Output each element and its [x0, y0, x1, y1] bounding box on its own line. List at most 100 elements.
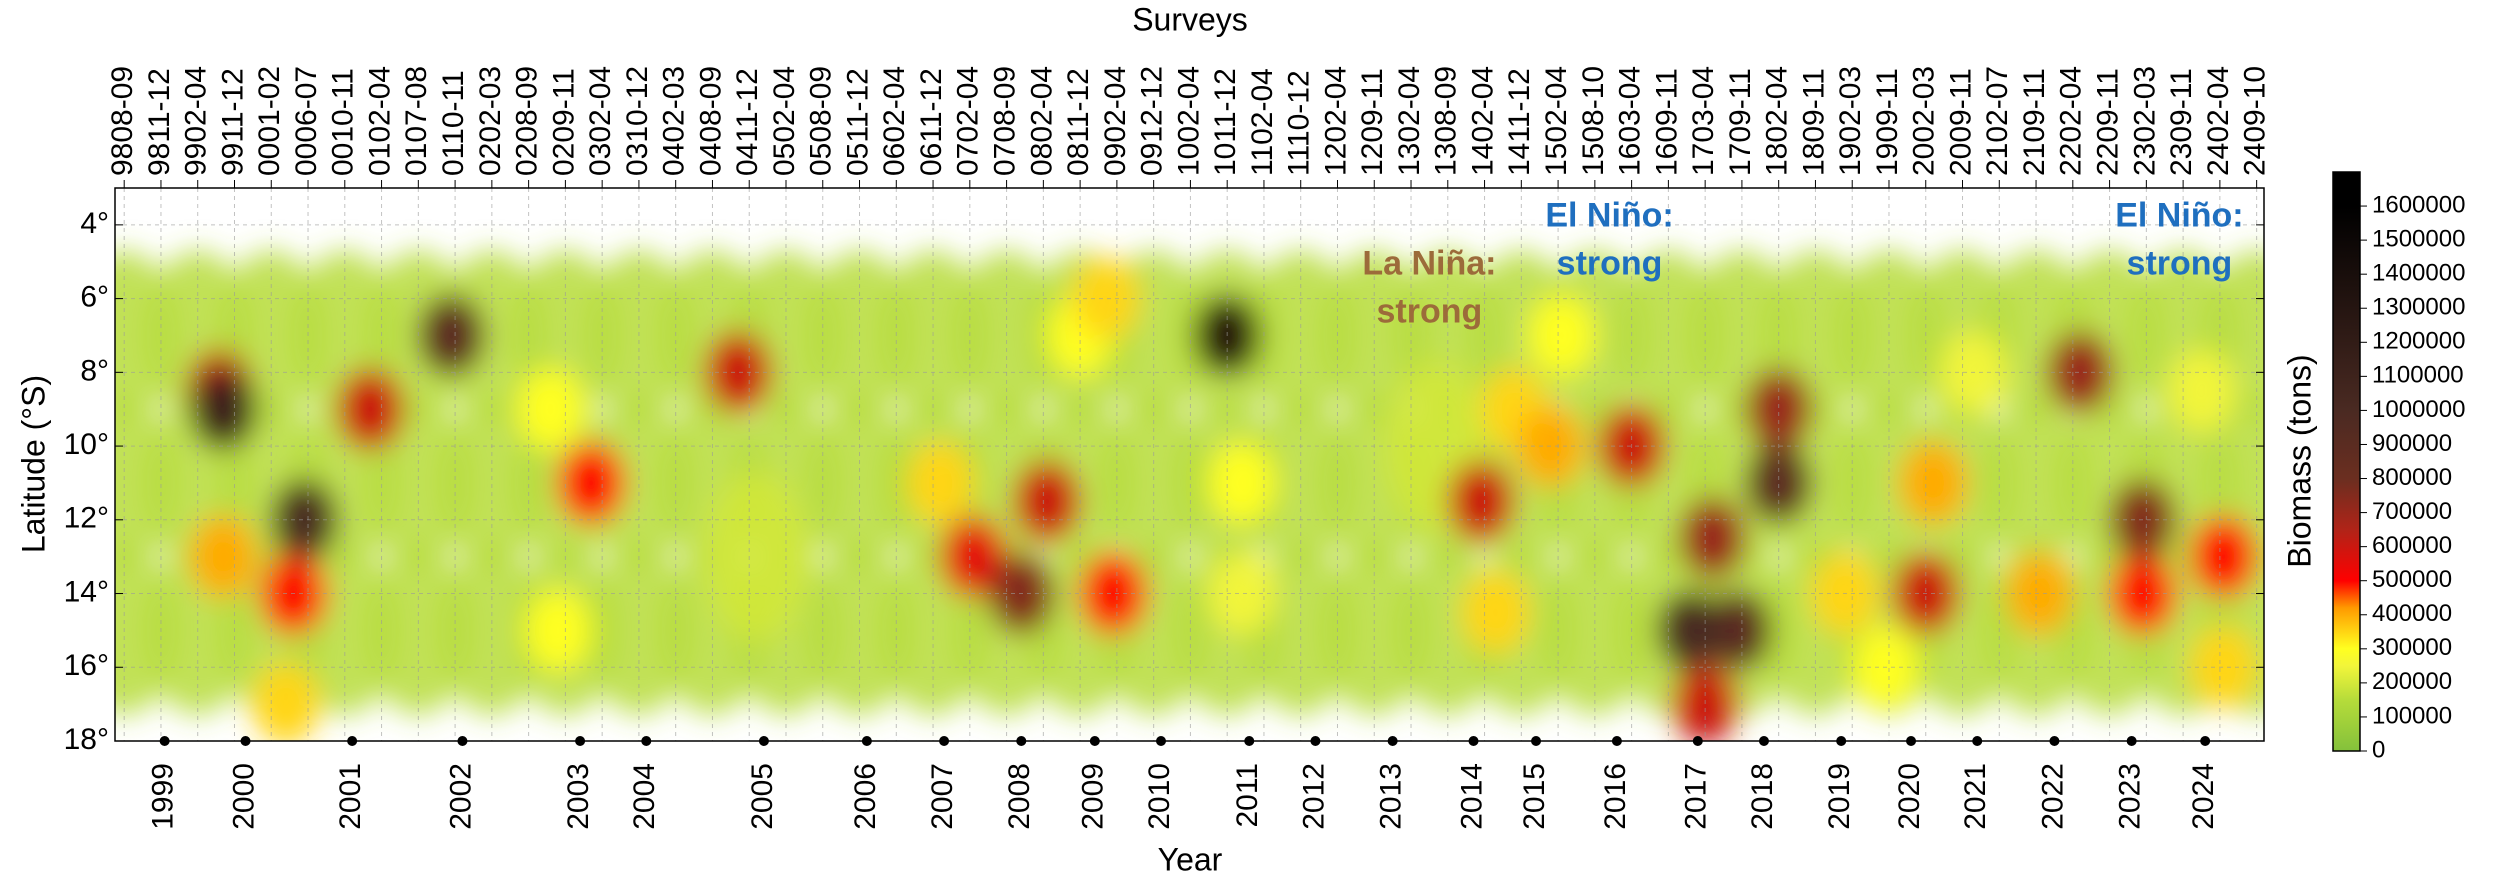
year-tick — [457, 736, 468, 746]
year-tick — [2126, 736, 2137, 746]
biomass-blob — [1705, 589, 1772, 671]
survey-label: 1909-11 — [1871, 68, 1904, 176]
survey-label: 0708-09 — [989, 66, 1022, 176]
top-axis-title: Surveys — [1132, 1, 1248, 37]
year-label: 2000 — [227, 763, 260, 830]
y-axis-title: Latitude (°S) — [15, 375, 51, 553]
biomass-blob — [1080, 552, 1147, 635]
year-label: 2007 — [926, 763, 959, 830]
year-label: 2015 — [1518, 763, 1551, 830]
survey-label: 1110-12 — [1283, 70, 1316, 176]
biomass-blob — [940, 516, 1007, 598]
biomass-blob — [1745, 368, 1812, 450]
colorbar — [2332, 171, 2361, 752]
year-label: 2021 — [1959, 763, 1992, 830]
survey-label: 0411-12 — [731, 68, 764, 176]
survey-label: 1502-04 — [1540, 66, 1573, 176]
year-tick — [861, 736, 872, 746]
biomass-blob — [1249, 398, 1353, 568]
survey-label: 2202-04 — [2055, 66, 2088, 176]
biomass-blob — [418, 294, 485, 377]
survey-label: 1603-04 — [1614, 66, 1647, 176]
survey-label: 0511-12 — [841, 68, 874, 176]
year-tick — [1310, 736, 1321, 746]
annotation: strong — [1557, 244, 1663, 282]
survey-label: 1508-10 — [1577, 66, 1610, 176]
year-label: 2016 — [1599, 763, 1632, 830]
biomass-blob — [366, 398, 470, 568]
heatmap-layer — [115, 250, 2264, 741]
y-tick-label: 16° — [64, 649, 109, 682]
year-tick — [347, 736, 358, 746]
year-tick — [2200, 736, 2211, 746]
biomass-blob — [517, 368, 584, 450]
biomass-blob — [1657, 589, 1724, 671]
year-tick — [641, 736, 652, 746]
colorbar-tick-label: 1600000 — [2372, 191, 2465, 218]
biomass-blob — [705, 471, 809, 642]
year-label: 2024 — [2187, 763, 2220, 830]
survey-label: 2402-04 — [2202, 66, 2235, 176]
survey-label: 0408-09 — [694, 66, 727, 176]
y-tick-label: 12° — [64, 502, 109, 535]
biomass-blob — [190, 368, 257, 450]
year-tick — [1016, 736, 1027, 746]
year-label: 2022 — [2036, 763, 2069, 830]
year-tick — [1836, 736, 1847, 746]
survey-label: 0508-09 — [805, 66, 838, 176]
survey-label: 1308-09 — [1430, 66, 1463, 176]
y-tick-label: 6° — [80, 281, 109, 314]
survey-label: 0006-07 — [290, 66, 323, 176]
biomass-blob — [1679, 497, 1746, 579]
year-label: 2014 — [1455, 763, 1488, 830]
year-tick — [1692, 736, 1703, 746]
survey-label: 0811-12 — [1062, 68, 1095, 176]
biomass-blob — [1837, 398, 1941, 568]
survey-label: 1002-04 — [1172, 66, 1205, 176]
survey-label: 9808-09 — [106, 66, 139, 176]
survey-label: 0010-11 — [327, 68, 360, 176]
colorbar-tick-label: 1100000 — [2372, 362, 2464, 389]
colorbar-tick-label: 1400000 — [2372, 260, 2465, 287]
heatmap — [115, 250, 2264, 741]
colorbar-tick-label: 100000 — [2372, 702, 2452, 729]
year-label: 2020 — [1893, 763, 1926, 830]
survey-label: 0208-09 — [511, 66, 544, 176]
biomass-blob — [1900, 442, 1967, 524]
y-tick-label: 18° — [64, 723, 109, 756]
y-tick-label: 8° — [80, 354, 109, 387]
survey-label: 0602-04 — [878, 66, 911, 176]
biomass-blob — [1462, 571, 1529, 653]
year-tick — [1531, 736, 1542, 746]
biomass-blob — [1013, 460, 1081, 542]
year-tick — [240, 736, 251, 746]
colorbar-tick-label: 300000 — [2372, 634, 2452, 661]
survey-label: 0102-04 — [363, 66, 396, 176]
biomass-blob — [2006, 552, 2073, 635]
survey-label: 2102-07 — [1981, 66, 2014, 176]
annotation: strong — [1377, 292, 1483, 330]
colorbar-tick-label: 400000 — [2372, 600, 2452, 627]
survey-label: 9902-04 — [180, 66, 213, 176]
biomass-blob — [524, 589, 592, 671]
survey-label: 2109-11 — [2018, 68, 2051, 176]
biomass-blob — [705, 331, 772, 413]
year-label: 2003 — [562, 763, 595, 830]
y-tick-label: 10° — [64, 428, 109, 461]
survey-label: 1411-12 — [1503, 68, 1536, 176]
year-label: 2004 — [628, 763, 661, 830]
biomass-blob — [1984, 398, 2088, 568]
survey-label: 0202-03 — [474, 66, 507, 176]
annotation: El Niño: — [1545, 196, 1673, 234]
year-label: 2010 — [1143, 763, 1176, 830]
survey-label: 1609-11 — [1650, 68, 1683, 176]
biomass-blob — [2168, 350, 2235, 432]
biomass-blob — [252, 663, 320, 741]
year-label: 2009 — [1077, 763, 1110, 830]
year-tick — [2049, 736, 2060, 746]
year-tick — [758, 736, 769, 746]
year-label: 2023 — [2114, 763, 2147, 830]
year-label: 2005 — [746, 763, 779, 830]
survey-label: 2209-11 — [2092, 68, 2125, 176]
